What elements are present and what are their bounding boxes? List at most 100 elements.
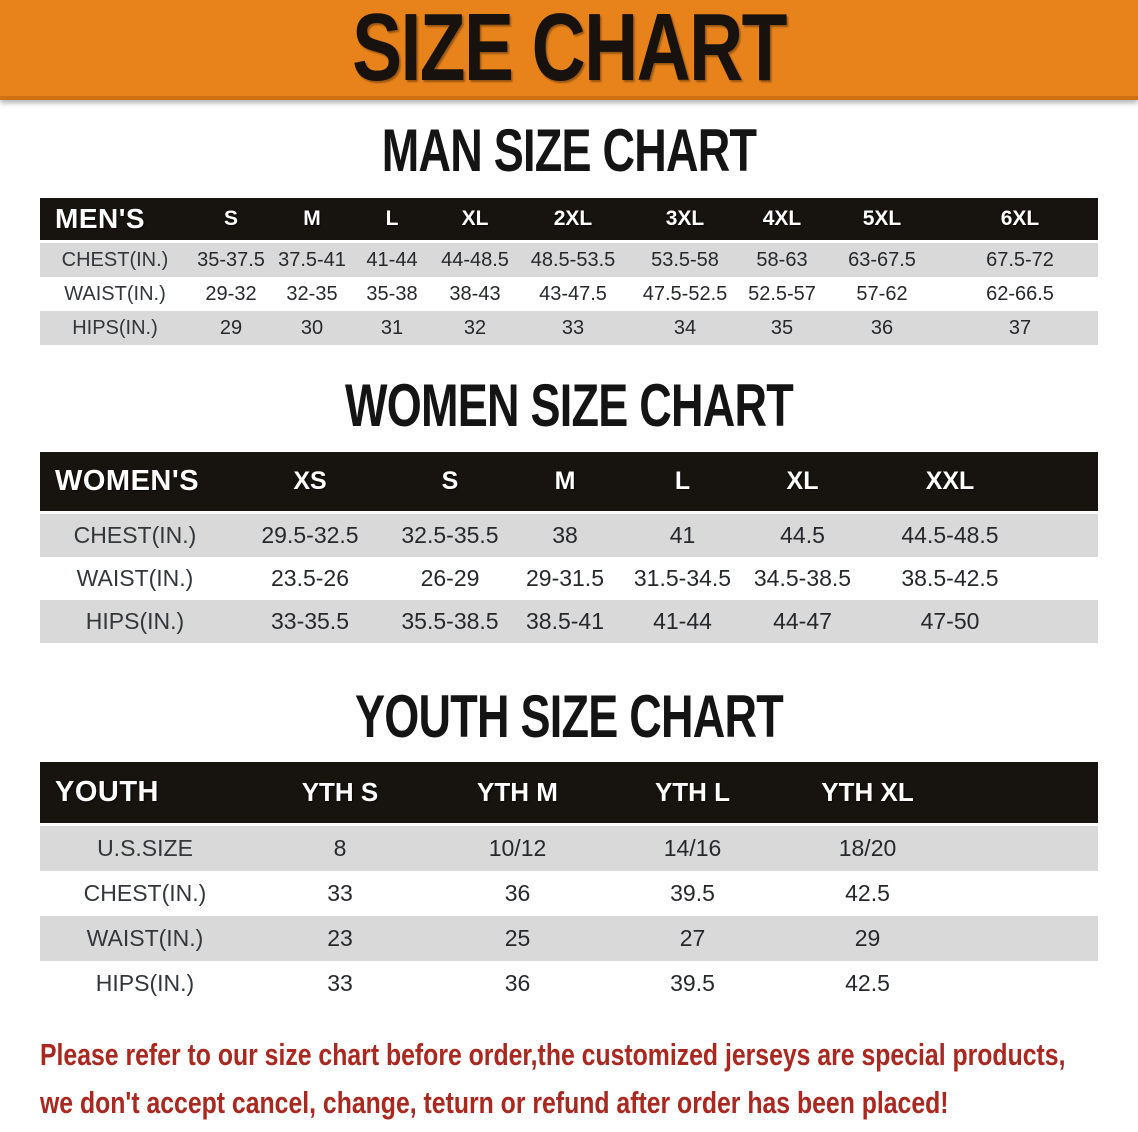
row-label: WAIST(IN.) [40,916,250,961]
header-spacer [955,762,1098,826]
youth-section: YOUTH SIZE CHART YOUTH YTH S YTH M YTH L YT… [0,683,1138,1006]
size-value-cell: 39.5 [605,961,780,1006]
size-value-cell: 14/16 [605,826,780,871]
women-table-title: WOMEN'S [40,452,230,514]
men-section: MAN SIZE CHART MEN'S S M L XL 2XL 3XL 4XL 5XL 6X… [0,121,1138,345]
size-value-cell: 30 [272,311,352,345]
men-table-title: MEN'S [40,198,190,243]
size-value-cell: 35-37.5 [190,243,272,277]
disclaimer-line-1: Please refer to our size chart before or… [40,1037,1066,1072]
size-value-cell: 33 [250,961,430,1006]
size-value-cell: 33 [250,871,430,916]
size-column-header: L [352,198,432,243]
size-value-cell: 42.5 [780,871,955,916]
size-value-cell: 41-44 [620,600,745,643]
women-header-row: WOMEN'S XS S M L XL XXL [40,452,1098,514]
table-row: HIPS(IN.) 33-35.5 35.5-38.5 38.5-41 41-44 44-… [40,600,1098,643]
size-value-cell: 41 [620,514,745,557]
size-value-cell: 36 [430,871,605,916]
size-value-cell: 57-62 [822,277,942,311]
youth-table-title: YOUTH [40,762,250,826]
size-value-cell: 31 [352,311,432,345]
youth-size-table: YOUTH YTH S YTH M YTH L YTH XL U.S.SIZE 8 10/… [40,762,1098,1006]
size-column-header: 6XL [942,198,1098,243]
size-column-header: XS [230,452,390,514]
size-value-cell: 53.5-58 [628,243,742,277]
table-row: CHEST(IN.) 33 36 39.5 42.5 [40,871,1098,916]
size-value-cell: 38.5-42.5 [860,557,1040,600]
row-spacer [955,961,1098,1006]
youth-header-row: YOUTH YTH S YTH M YTH L YTH XL [40,762,1098,826]
size-value-cell: 36 [822,311,942,345]
size-value-cell: 47-50 [860,600,1040,643]
size-value-cell: 29.5-32.5 [230,514,390,557]
row-spacer [955,916,1098,961]
women-section: WOMEN SIZE CHART WOMEN'S XS S M L XL XXL CHES… [0,372,1138,643]
disclaimer-line-2: we don't accept cancel, change, teturn o… [40,1085,949,1120]
size-value-cell: 34 [628,311,742,345]
size-value-cell: 25 [430,916,605,961]
size-value-cell: 38 [510,514,620,557]
size-value-cell: 35 [742,311,822,345]
row-label: CHEST(IN.) [40,243,190,277]
row-spacer [955,826,1098,871]
size-value-cell: 35.5-38.5 [390,600,510,643]
size-value-cell: 31.5-34.5 [620,557,745,600]
size-value-cell: 44-47 [745,600,860,643]
women-size-table: WOMEN'S XS S M L XL XXL CHEST(IN.) 29.5-32.5 32… [40,452,1098,643]
row-label: WAIST(IN.) [40,557,230,600]
table-row: HIPS(IN.) 33 36 39.5 42.5 [40,961,1098,1006]
row-label: CHEST(IN.) [40,871,250,916]
size-value-cell: 32-35 [272,277,352,311]
size-value-cell: 44.5-48.5 [860,514,1040,557]
size-column-header: YTH XL [780,762,955,826]
table-row: WAIST(IN.) 29-32 32-35 35-38 38-43 43-47.5 47.… [40,277,1098,311]
size-column-header: 4XL [742,198,822,243]
size-column-header: S [190,198,272,243]
size-value-cell: 39.5 [605,871,780,916]
row-label: U.S.SIZE [40,826,250,871]
size-value-cell: 48.5-53.5 [518,243,628,277]
table-row: WAIST(IN.) 23.5-26 26-29 29-31.5 31.5-34.5 34… [40,557,1098,600]
size-value-cell: 18/20 [780,826,955,871]
men-size-table: MEN'S S M L XL 2XL 3XL 4XL 5XL 6XL CHEST(IN.) 35-… [40,198,1098,345]
size-value-cell: 37.5-41 [272,243,352,277]
youth-section-heading: YOUTH SIZE CHART [354,683,784,750]
size-value-cell: 29 [780,916,955,961]
size-value-cell: 43-47.5 [518,277,628,311]
size-value-cell: 23 [250,916,430,961]
size-value-cell: 29-31.5 [510,557,620,600]
size-column-header: 2XL [518,198,628,243]
size-value-cell: 52.5-57 [742,277,822,311]
size-column-header: 5XL [822,198,942,243]
size-value-cell: 35-38 [352,277,432,311]
size-value-cell: 67.5-72 [942,243,1098,277]
women-section-heading: WOMEN SIZE CHART [345,372,794,439]
table-row: WAIST(IN.) 23 25 27 29 [40,916,1098,961]
row-label: WAIST(IN.) [40,277,190,311]
table-row: CHEST(IN.) 35-37.5 37.5-41 41-44 44-48.5 48.5… [40,243,1098,277]
size-column-header: YTH L [605,762,780,826]
size-column-header: 3XL [628,198,742,243]
disclaimer-text: Please refer to our size chart before or… [40,1031,1066,1127]
size-column-header: M [510,452,620,514]
row-label: HIPS(IN.) [40,311,190,345]
size-value-cell: 38.5-41 [510,600,620,643]
size-value-cell: 62-66.5 [942,277,1098,311]
table-row: CHEST(IN.) 29.5-32.5 32.5-35.5 38 41 44.5 44.5… [40,514,1098,557]
size-column-header: XXL [860,452,1040,514]
row-spacer [1040,514,1098,557]
size-value-cell: 58-63 [742,243,822,277]
size-chart-banner: SIZE CHART [0,0,1138,100]
size-value-cell: 33-35.5 [230,600,390,643]
row-spacer [1040,600,1098,643]
banner-title: SIZE CHART [352,0,787,101]
row-spacer [1040,557,1098,600]
size-value-cell: 33 [518,311,628,345]
size-value-cell: 8 [250,826,430,871]
row-label: HIPS(IN.) [40,961,250,1006]
size-value-cell: 42.5 [780,961,955,1006]
size-value-cell: 34.5-38.5 [745,557,860,600]
table-row: U.S.SIZE 8 10/12 14/16 18/20 [40,826,1098,871]
size-column-header: XL [432,198,518,243]
